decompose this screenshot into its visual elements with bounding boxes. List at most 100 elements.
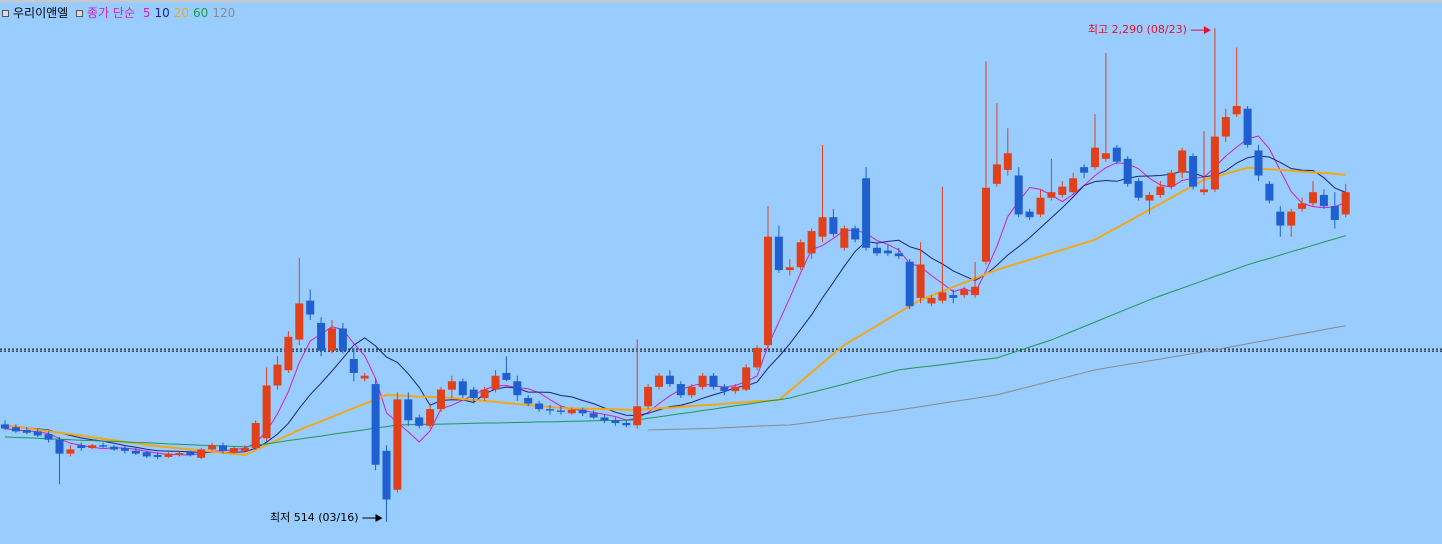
candle-body [840, 228, 849, 248]
candle-body [1014, 175, 1023, 215]
candle-body [829, 217, 838, 234]
candle-body [251, 423, 260, 449]
candle-body [1003, 153, 1012, 170]
legend: 우리이앤엘 종가 단순 5 10 20 60 120 [2, 5, 239, 21]
legend-entry: 10 [154, 6, 170, 20]
candle-body [1167, 172, 1176, 187]
candle-body [992, 164, 1001, 184]
candle-body [1319, 194, 1328, 207]
candle-body [458, 381, 467, 396]
candle-body [262, 385, 271, 439]
legend-entry: 5 [142, 6, 151, 20]
candle-body [295, 303, 304, 340]
candle-body [1276, 211, 1285, 226]
candle-body [349, 359, 358, 373]
top-border [0, 0, 1442, 2]
candle-body [633, 406, 642, 426]
candle-body [110, 446, 118, 450]
candle-body [927, 297, 936, 304]
candle-body [720, 386, 729, 392]
candle-body [393, 399, 402, 490]
candle-body [44, 434, 53, 440]
candle-body [698, 375, 707, 387]
candle-body [622, 423, 631, 426]
candle-body [742, 367, 751, 390]
candle-body [644, 386, 653, 407]
ma-line [4, 135, 1346, 456]
annotation-arrowhead [375, 514, 383, 523]
candle-body [556, 410, 565, 412]
candle-body [131, 450, 140, 454]
candle-body [796, 242, 805, 268]
legend-entry: 120 [212, 6, 236, 20]
candle-body [546, 409, 554, 411]
candle-body [66, 449, 75, 454]
candle-body [1200, 189, 1208, 193]
candle-body [1265, 183, 1274, 201]
candle-body [22, 429, 31, 433]
candle-body [1047, 192, 1056, 198]
candle-body [1156, 186, 1165, 195]
candle-body [360, 375, 369, 379]
candle-body [273, 364, 282, 386]
candle-body [1189, 156, 1198, 187]
candle-body [447, 381, 456, 390]
candle-body [99, 445, 108, 447]
candle-body [578, 409, 587, 414]
candle-body [1254, 150, 1263, 176]
candle-body [284, 336, 293, 371]
candle-body [219, 445, 227, 451]
candle-body [524, 397, 533, 404]
annotation: 최고 2,290 (08/23) [1088, 23, 1187, 36]
candle-body [382, 450, 391, 500]
candle-body [774, 236, 783, 271]
candle-body [1, 424, 9, 429]
candle-body [589, 413, 598, 418]
legend-entry: 60 [193, 6, 209, 20]
candle-body [764, 236, 772, 346]
candle-body [1221, 117, 1230, 137]
candle-body [676, 384, 685, 396]
candle-body [611, 420, 620, 424]
ma-line [648, 325, 1346, 431]
annotation: 최저 514 (03/16) [270, 511, 359, 524]
candle-body [338, 328, 347, 351]
candle-body [55, 439, 64, 454]
candle-body [1123, 158, 1132, 184]
candle-body [11, 427, 20, 432]
candle-body [229, 448, 238, 453]
ma-label: 종가 단순 [87, 6, 136, 20]
candle-body [938, 292, 947, 301]
candle-body [883, 250, 892, 254]
candle-body [818, 217, 827, 237]
candle-body [1058, 186, 1067, 195]
candle-body [426, 409, 435, 426]
candle-body [535, 403, 544, 410]
candle-body [437, 389, 445, 410]
candle-body [1091, 147, 1099, 168]
candle-body [1309, 192, 1317, 204]
candle-body [1036, 197, 1045, 215]
candle-body [317, 322, 326, 351]
candle-body [567, 409, 576, 414]
candle-body [120, 448, 129, 451]
candle-body [982, 187, 990, 262]
candle-body [175, 453, 184, 456]
candle-body [404, 399, 413, 421]
candle-body [1330, 206, 1339, 220]
candle-body [916, 264, 925, 298]
candle-body [1101, 153, 1110, 159]
candle-body [371, 384, 380, 465]
candle-body [88, 445, 97, 449]
candle-body [873, 247, 881, 254]
candle-body [240, 448, 249, 451]
candle-body [306, 300, 315, 315]
candle-body [328, 328, 336, 351]
ma-line [4, 166, 1346, 457]
candle-body [491, 375, 500, 390]
candle-body [1298, 203, 1307, 209]
candle-body [153, 455, 162, 457]
candle-body [77, 445, 86, 449]
candle-body [1112, 147, 1121, 162]
